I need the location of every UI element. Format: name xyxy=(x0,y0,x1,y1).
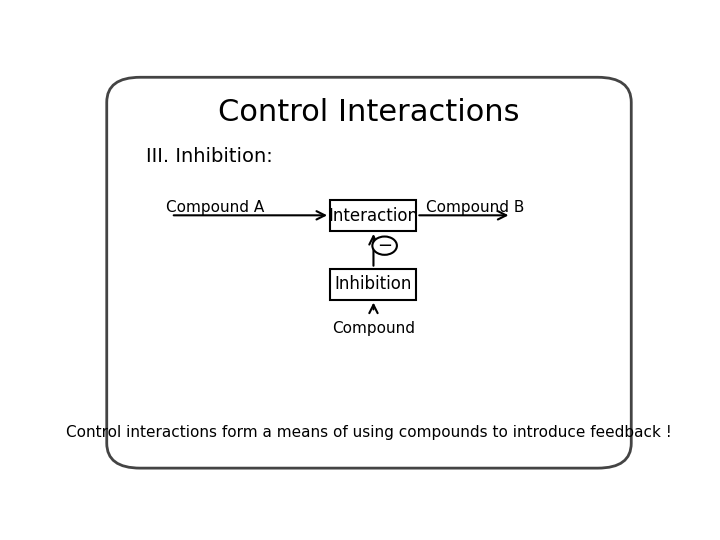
Text: −: − xyxy=(377,237,392,255)
FancyBboxPatch shape xyxy=(330,268,416,300)
Text: Compound B: Compound B xyxy=(426,200,524,215)
Text: Compound: Compound xyxy=(332,321,415,335)
Text: Control Interactions: Control Interactions xyxy=(218,98,520,127)
Text: Inhibition: Inhibition xyxy=(335,275,412,293)
FancyBboxPatch shape xyxy=(107,77,631,468)
Text: Interaction: Interaction xyxy=(328,206,418,225)
Text: III. Inhibition:: III. Inhibition: xyxy=(145,147,273,166)
FancyBboxPatch shape xyxy=(330,200,416,231)
Circle shape xyxy=(372,237,397,255)
Text: Compound A: Compound A xyxy=(166,200,265,215)
Text: Control interactions form a means of using compounds to introduce feedback !: Control interactions form a means of usi… xyxy=(66,426,672,440)
